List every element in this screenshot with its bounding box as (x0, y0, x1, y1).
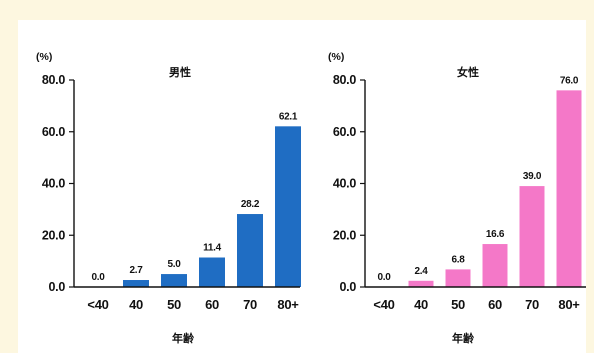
male-value-label: 0.0 (91, 272, 105, 283)
female-value-label: 2.4 (414, 266, 428, 277)
male-bar (237, 214, 263, 287)
female-x-tick-label: 60 (488, 297, 502, 312)
female-chart: (%) 女性 0.0 20.0 40.0 60.0 80.0 0.0 2.4 6.8 16.6… (328, 51, 586, 345)
male-bar (199, 257, 225, 287)
male-y-tick-label: 80.0 (42, 73, 65, 87)
male-y-tick-label: 0.0 (49, 280, 66, 294)
male-x-axis-ticks: <40 40 50 60 70 80+ (87, 297, 299, 312)
male-y-tick-label: 60.0 (42, 125, 65, 139)
female-value-label: 39.0 (523, 171, 542, 182)
figure-background (18, 20, 586, 353)
female-bar (445, 269, 471, 287)
female-bar (408, 280, 434, 287)
male-value-label: 11.4 (203, 243, 221, 254)
male-x-tick-label: 50 (167, 297, 181, 312)
female-y-tick-label: 40.0 (333, 177, 356, 191)
female-chart-title: 女性 (457, 65, 479, 79)
female-x-tick-label: 50 (451, 297, 465, 312)
male-value-label: 28.2 (241, 199, 260, 210)
female-value-label: 0.0 (377, 272, 391, 283)
female-y-tick-label: 60.0 (333, 125, 356, 139)
male-bar (123, 280, 149, 287)
male-chart: (%) 男性 0.0 20.0 40.0 60.0 80.0 0.0 2.7 5.0 11.4… (36, 51, 301, 345)
male-chart-title: 男性 (169, 65, 191, 79)
male-x-tick-label: 70 (243, 297, 257, 312)
female-x-axis-ticks: <40 40 50 60 70 80+ (373, 297, 580, 312)
female-bar (556, 90, 582, 287)
female-y-axis-ticks: 0.0 20.0 40.0 60.0 80.0 (333, 73, 365, 294)
female-y-tick-label: 0.0 (340, 280, 357, 294)
male-value-label: 2.7 (129, 265, 143, 276)
male-bar (161, 274, 187, 287)
female-x-tick-label: 80+ (558, 297, 580, 312)
female-bars (408, 90, 582, 287)
female-value-label: 6.8 (451, 254, 465, 265)
female-unit-label: (%) (328, 51, 344, 63)
male-unit-label: (%) (36, 51, 52, 63)
female-bar (482, 244, 508, 287)
male-value-label: 62.1 (279, 111, 298, 122)
female-bar (519, 186, 545, 287)
male-x-tick-label: 40 (129, 297, 143, 312)
female-value-labels: 0.0 2.4 6.8 16.6 39.0 76.0 (377, 75, 579, 283)
male-x-tick-label: 80+ (277, 297, 299, 312)
male-bar (275, 126, 301, 287)
male-value-label: 5.0 (167, 259, 181, 270)
male-value-labels: 0.0 2.7 5.0 11.4 28.2 62.1 (91, 111, 298, 283)
female-value-label: 16.6 (486, 229, 505, 240)
male-x-tick-label: 60 (205, 297, 219, 312)
male-y-tick-label: 20.0 (42, 228, 65, 242)
female-y-tick-label: 80.0 (333, 73, 356, 87)
male-y-axis-ticks: 0.0 20.0 40.0 60.0 80.0 (42, 73, 74, 294)
female-x-tick-label: <40 (373, 297, 394, 312)
male-x-axis-title: 年齢 (172, 331, 195, 345)
female-y-tick-label: 20.0 (333, 228, 356, 242)
female-x-tick-label: 70 (525, 297, 539, 312)
female-x-axis-title: 年齢 (452, 331, 475, 345)
female-x-tick-label: 40 (414, 297, 428, 312)
female-value-label: 76.0 (560, 75, 579, 86)
male-x-tick-label: <40 (87, 297, 108, 312)
male-y-tick-label: 40.0 (42, 177, 65, 191)
male-bars (123, 126, 301, 287)
